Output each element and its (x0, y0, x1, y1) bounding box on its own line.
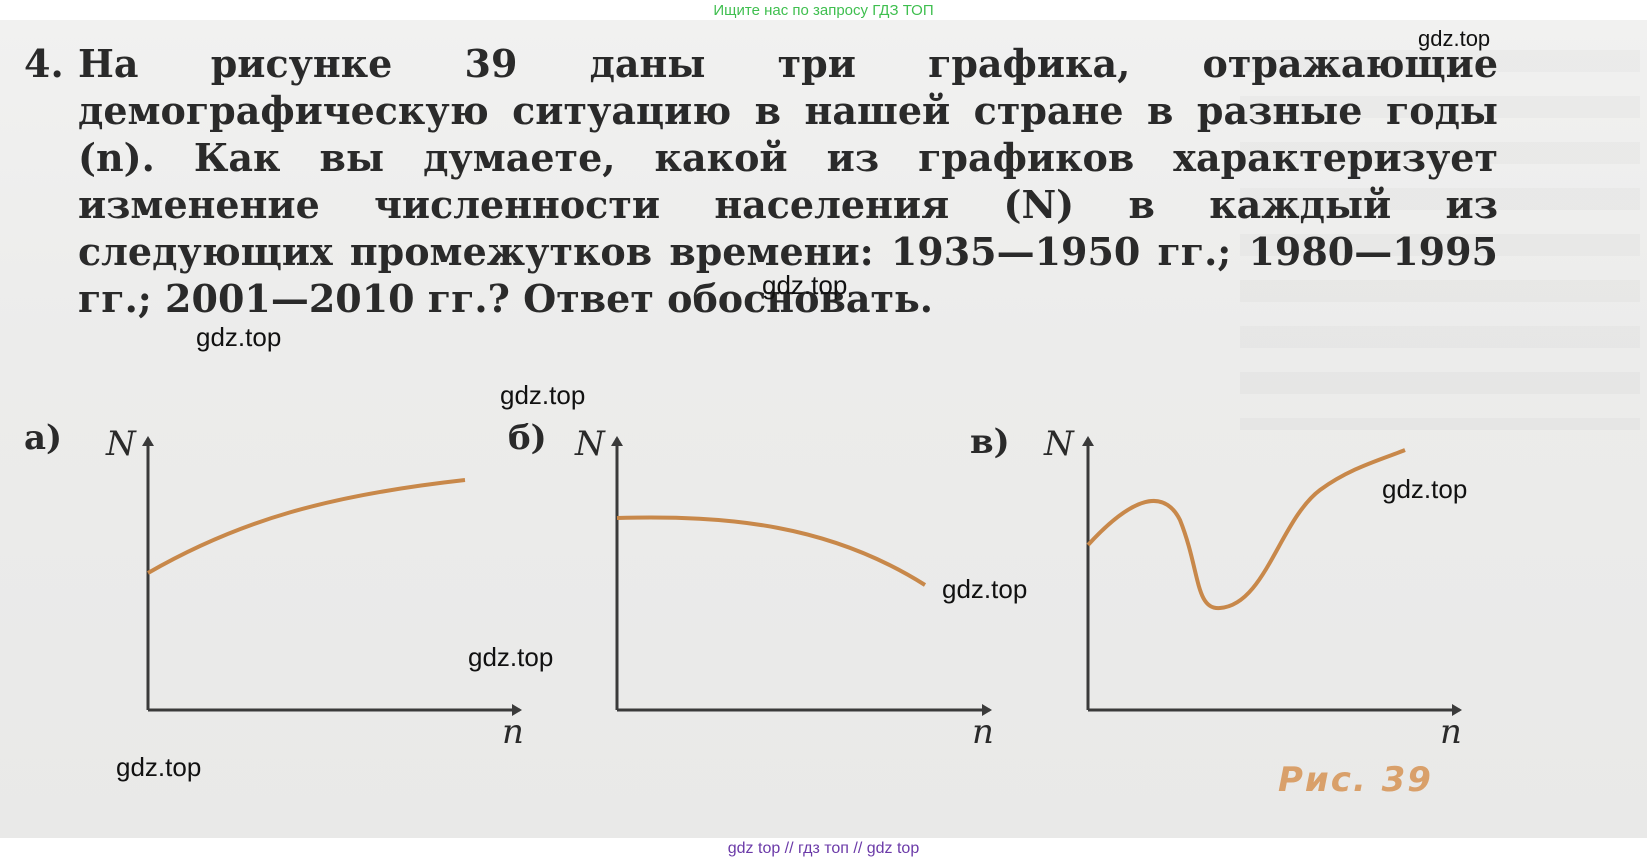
top-banner[interactable]: Ищите нас по запросу ГДЗ ТОП (713, 2, 934, 19)
figure-caption: Рис. 39 (1278, 760, 1433, 800)
textbook-page (0, 20, 1647, 838)
graph-b-x-label: n (972, 712, 994, 752)
graph-c-label: в) (970, 422, 1010, 462)
graph-a-label: а) (24, 418, 63, 458)
watermark: gdz.top (500, 380, 586, 410)
graph-b-label: б) (508, 418, 547, 458)
watermark: gdz.top (468, 642, 554, 672)
watermark: gdz.top (1418, 26, 1491, 51)
bleed-through-texture (1240, 50, 1640, 430)
graph-c-curve (1086, 448, 1406, 610)
graph-c-y-label: N (1044, 424, 1074, 464)
graph-b (611, 436, 992, 716)
graph-a (142, 436, 522, 716)
watermark: gdz.top (196, 322, 282, 352)
graph-c-x-label: n (1440, 712, 1462, 752)
watermark: gdz.top (762, 270, 848, 300)
graph-a-x-label: n (502, 712, 524, 752)
watermark: gdz.top (1382, 474, 1468, 504)
graph-a-curve (147, 478, 466, 575)
graph-c (1082, 436, 1462, 716)
problem-text: На рисунке 39 даны три графика, отражающ… (78, 41, 1498, 321)
graph-a-y-label: N (106, 424, 136, 464)
watermark: gdz.top (116, 752, 202, 782)
graph-b-y-label: N (575, 424, 605, 464)
bottom-banner[interactable]: gdz top // гдз топ // gdz top (727, 840, 920, 857)
problem-number: 4. (24, 41, 64, 86)
watermark: gdz.top (942, 574, 1028, 604)
graph-b-curve (616, 515, 927, 587)
